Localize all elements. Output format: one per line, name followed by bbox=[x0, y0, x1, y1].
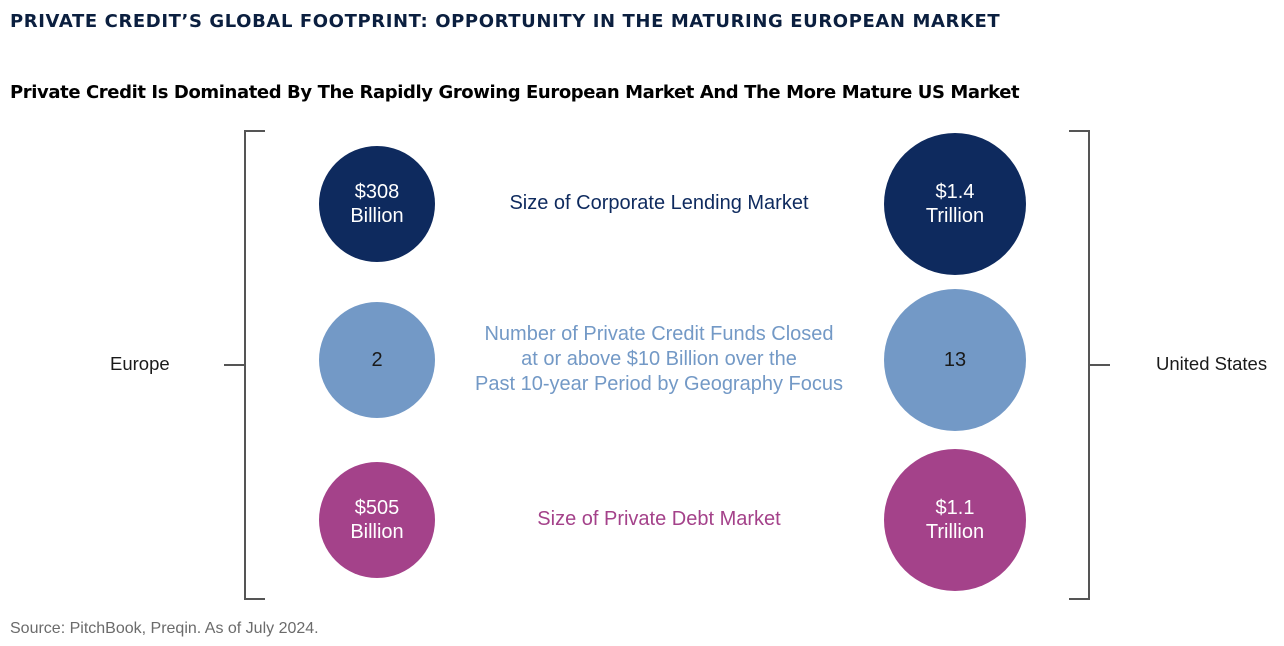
europe-value-text: 2 bbox=[371, 349, 383, 371]
row-label: Number of Private Credit Funds Closed at … bbox=[449, 322, 869, 397]
europe-value-text: $308 bbox=[354, 181, 400, 203]
row-label-line: Number of Private Credit Funds Closed bbox=[484, 322, 834, 345]
europe-value-circle: 2 bbox=[319, 302, 435, 418]
us-value-circle: $1.1 Trillion bbox=[884, 449, 1026, 591]
us-value-text: $1.4 bbox=[935, 181, 975, 203]
header-title: PRIVATE CREDIT’S GLOBAL FOOTPRINT: OPPOR… bbox=[10, 11, 1001, 32]
us-value-text: 13 bbox=[943, 349, 967, 371]
row-label-line: Size of Private Debt Market bbox=[537, 507, 781, 530]
europe-label: Europe bbox=[110, 353, 170, 374]
united-states-label: United States bbox=[1156, 353, 1268, 374]
europe-value-circle: $308 Billion bbox=[319, 146, 435, 262]
row-label: Size of Private Debt Market bbox=[449, 507, 869, 532]
chart-subtitle: Private Credit Is Dominated By The Rapid… bbox=[10, 82, 1020, 103]
row-label-line: at or above $10 Billion over the bbox=[521, 347, 797, 370]
europe-value-text: Billion bbox=[350, 205, 404, 227]
row-label-line: Size of Corporate Lending Market bbox=[509, 191, 809, 214]
source-note: Source: PitchBook, Preqin. As of July 20… bbox=[10, 620, 319, 637]
europe-value-circle: $505 Billion bbox=[319, 462, 435, 578]
row-label: Size of Corporate Lending Market bbox=[449, 191, 869, 216]
europe-value-text: $505 bbox=[354, 497, 400, 519]
us-value-text: Trillion bbox=[925, 205, 985, 227]
row-label-line: Past 10-year Period by Geography Focus bbox=[475, 372, 843, 395]
us-value-circle: 13 bbox=[884, 289, 1026, 431]
us-value-text: Trillion bbox=[925, 521, 985, 543]
us-value-circle: $1.4 Trillion bbox=[884, 133, 1026, 275]
us-value-text: $1.1 bbox=[935, 497, 975, 519]
europe-value-text: Billion bbox=[350, 521, 404, 543]
